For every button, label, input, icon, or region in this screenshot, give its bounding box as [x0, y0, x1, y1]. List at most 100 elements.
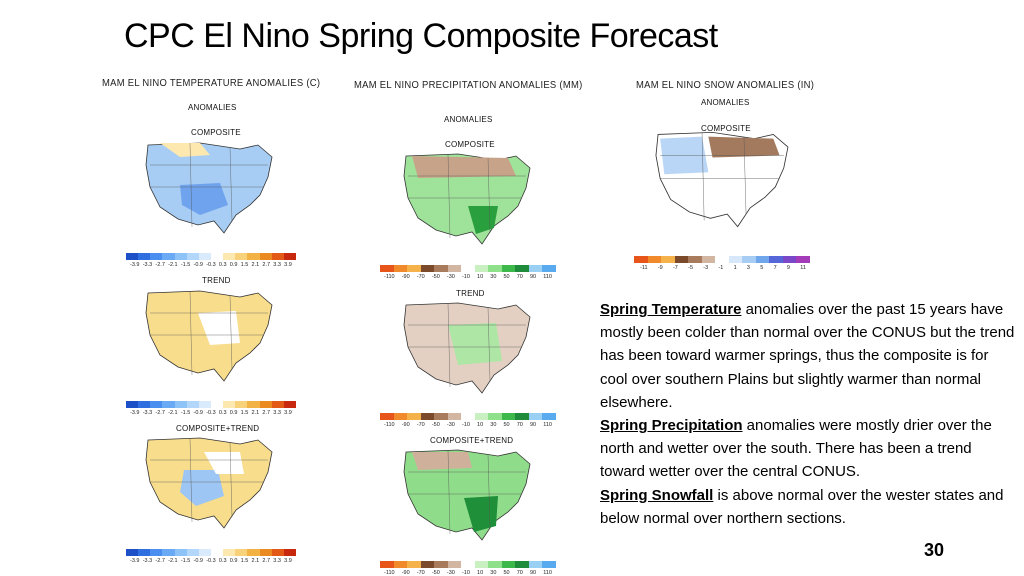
scale-swatch — [742, 256, 756, 263]
scale-tick-label: 0.3 — [218, 262, 227, 268]
scale-tick-label: -7 — [672, 265, 678, 271]
scale-swatch — [447, 265, 462, 272]
scale-swatch — [223, 549, 236, 556]
scale-tick-label: 110 — [543, 274, 552, 280]
description-text: Spring Temperature anomalies over the pa… — [600, 298, 1020, 530]
scale-tick-label: 50 — [503, 570, 510, 576]
scale-tick-label: -0.9 — [193, 410, 203, 416]
scale-tick-label: 3.3 — [273, 410, 281, 416]
scale-swatch — [138, 549, 151, 556]
precipitation-color-scale — [380, 413, 556, 420]
scale-tick-label: 2.1 — [251, 558, 260, 564]
scale-swatch — [542, 413, 556, 420]
precipitation-composite-trend-label: COMPOSITE+TREND — [430, 436, 514, 445]
scale-tick-label: 3.9 — [284, 410, 292, 416]
scale-swatch — [647, 256, 662, 263]
slide-title: CPC El Nino Spring Composite Forecast — [124, 17, 718, 55]
temperature-color-scale — [126, 253, 296, 260]
scale-swatch — [434, 265, 448, 272]
precipitation-scale-ticks: -110 -90 -70 -50 -30 -10 10 30 50 70 90 110 — [384, 570, 552, 576]
precipitation-text: anomalies were mostly drier over the nor… — [600, 417, 992, 481]
scale-tick-label: -5 — [688, 265, 694, 271]
scale-tick-label: -50 — [431, 422, 440, 428]
scale-tick-label: -70 — [416, 422, 425, 428]
scale-swatch — [447, 561, 462, 568]
scale-tick-label: -50 — [431, 274, 440, 280]
scale-tick-label: 30 — [490, 422, 497, 428]
scale-tick-label: -2.1 — [168, 262, 178, 268]
scale-swatch — [186, 401, 199, 408]
scale-swatch — [271, 253, 284, 260]
scale-swatch — [461, 413, 475, 420]
scale-tick-label: -0.3 — [206, 558, 216, 564]
precipitation-trend-map — [403, 302, 531, 394]
scale-swatch — [126, 401, 139, 408]
scale-swatch — [447, 413, 462, 420]
scale-swatch — [126, 549, 139, 556]
temperature-trend-map — [145, 290, 273, 382]
scale-swatch — [210, 401, 224, 408]
scale-swatch — [728, 256, 743, 263]
scale-tick-label: -0.3 — [206, 410, 216, 416]
scale-swatch — [186, 253, 199, 260]
scale-tick-label: -70 — [416, 570, 425, 576]
scale-swatch — [150, 549, 163, 556]
scale-swatch — [162, 253, 175, 260]
temperature-header: MAM EL NINO TEMPERATURE ANOMALIES (C) — [102, 77, 321, 89]
temperature-color-scale — [126, 549, 296, 556]
scale-swatch — [393, 413, 408, 420]
scale-tick-label: 0.9 — [229, 558, 238, 564]
scale-swatch — [393, 561, 408, 568]
scale-tick-label: -0.3 — [206, 262, 216, 268]
scale-swatch — [420, 265, 435, 272]
scale-tick-label: 5 — [760, 265, 764, 271]
temperature-trend-label: TREND — [202, 276, 231, 285]
scale-tick-label: 30 — [490, 274, 497, 280]
precipitation-subheader: ANOMALIES — [444, 115, 493, 124]
scale-swatch — [515, 265, 529, 272]
precipitation-header: MAM EL NINO PRECIPITATION ANOMALIES (MM) — [354, 79, 583, 91]
scale-tick-label: -2.1 — [168, 410, 178, 416]
scale-tick-label: -90 — [401, 570, 410, 576]
scale-swatch — [542, 265, 556, 272]
scale-tick-label: -2.7 — [155, 262, 165, 268]
snowfall-heading: Spring Snowfall — [600, 486, 714, 504]
scale-swatch — [434, 561, 448, 568]
scale-swatch — [755, 256, 770, 263]
scale-swatch — [501, 265, 516, 272]
scale-tick-label: 3.3 — [273, 262, 281, 268]
scale-tick-label: 0.9 — [229, 262, 238, 268]
scale-tick-label: -1.5 — [180, 262, 191, 268]
snow-composite-map — [655, 131, 789, 228]
scale-swatch — [461, 265, 475, 272]
scale-swatch — [138, 401, 151, 408]
scale-swatch — [769, 256, 783, 263]
temperature-text: anomalies over the past 15 years have mo… — [600, 301, 1015, 411]
scale-tick-label: 10 — [477, 570, 484, 576]
scale-swatch — [186, 549, 199, 556]
scale-tick-label: 7 — [773, 265, 777, 271]
scale-swatch — [501, 561, 516, 568]
scale-swatch — [162, 549, 175, 556]
scale-swatch — [283, 253, 296, 260]
scale-swatch — [420, 413, 435, 420]
scale-tick-label: -70 — [416, 274, 425, 280]
scale-swatch — [796, 256, 810, 263]
scale-tick-label: -2.1 — [168, 558, 178, 564]
scale-swatch — [174, 549, 187, 556]
scale-tick-label: -1 — [718, 265, 724, 271]
scale-tick-label: -1.5 — [180, 410, 191, 416]
scale-swatch — [271, 401, 284, 408]
precipitation-composite-map — [403, 153, 531, 245]
scale-swatch — [474, 561, 489, 568]
scale-swatch — [688, 256, 702, 263]
temperature-composite-map — [145, 142, 273, 234]
snowfall-text: is above normal over the wester states a… — [600, 486, 1004, 527]
scale-swatch — [174, 253, 187, 260]
scale-tick-label: -30 — [446, 274, 455, 280]
slide-number: 30 — [924, 540, 945, 560]
scale-tick-label: 1 — [733, 265, 737, 271]
scale-tick-label: 70 — [516, 570, 523, 576]
scale-tick-label: 0.3 — [218, 558, 227, 564]
scale-swatch — [515, 561, 529, 568]
